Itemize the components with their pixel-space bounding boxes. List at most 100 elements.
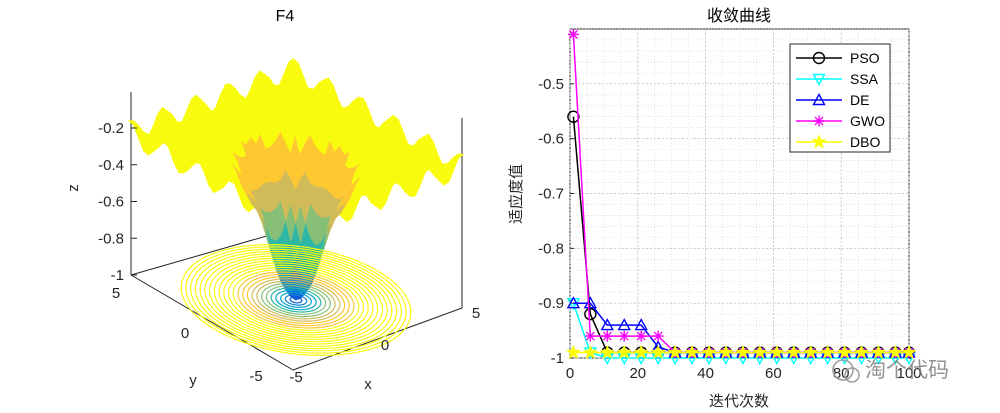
contour-ring: [284, 294, 308, 306]
y-tick-label: -0.9: [538, 295, 564, 312]
data-point: [701, 344, 717, 359]
data-point: [718, 344, 734, 359]
data-point: [584, 307, 597, 321]
data-point: [618, 330, 630, 342]
data-point: [820, 344, 836, 359]
contour-ring: [289, 296, 303, 304]
y-tick-label: -0.6: [538, 131, 564, 148]
data-point: [599, 344, 615, 359]
data-point: [870, 344, 887, 359]
legend-marker: [812, 73, 826, 86]
contour-ring: [204, 255, 388, 345]
legend-label: PSO: [850, 50, 880, 66]
data-point: [582, 344, 598, 359]
surface-patch: [288, 58, 299, 68]
data-point: [735, 344, 751, 359]
contour-ring: [227, 266, 365, 334]
series-dbo: [565, 344, 917, 359]
data-point: [583, 296, 598, 309]
contour-ring: [242, 273, 350, 327]
series: [565, 28, 917, 365]
z-tick-label: -0.4: [98, 157, 124, 174]
convergence-plot: 收敛曲线 -1-0.9-0.8-0.7-0.6-0.50 20 40 60 80 100 …: [507, 6, 922, 410]
data-point: [854, 344, 870, 359]
contour-ring: [279, 292, 313, 308]
legend-item: DBO: [796, 134, 880, 150]
x-tick-label: 0: [566, 365, 574, 382]
z-ticks: -1 -0.8 -0.6 -0.4 -0.2: [98, 120, 137, 284]
contour-rings: [180, 243, 412, 357]
data-point: [837, 344, 853, 359]
x-axis-line: [130, 274, 294, 371]
z-tick-label: -0.8: [98, 230, 124, 247]
data-point: [567, 28, 579, 40]
data-point: [752, 344, 768, 359]
legend-item: DE: [796, 92, 869, 108]
axis-ticks: -1-0.9-0.8-0.7-0.6-0.50 20 40 60 80 100: [538, 76, 921, 382]
contour-ring: [180, 243, 412, 357]
contour-ring: [223, 264, 369, 336]
data-point: [769, 344, 785, 359]
data-point: [565, 344, 581, 359]
x-tick-label: 20: [629, 365, 646, 382]
y-tick-label: -5: [249, 368, 262, 385]
data-point: [650, 344, 666, 359]
legend-item: SSA: [796, 71, 879, 87]
x-tick-label: 5: [472, 305, 480, 322]
legend-marker: [813, 115, 825, 127]
contour-ring: [232, 269, 360, 331]
data-point: [616, 344, 632, 359]
legend-marker: [812, 93, 826, 106]
data-point: [567, 110, 580, 123]
legend-box: [789, 43, 891, 153]
legend: PSO SSA DE GWO DBO: [789, 43, 891, 153]
legend-marker: [811, 134, 827, 149]
data-point: [901, 344, 917, 359]
data-point: [634, 318, 648, 331]
data-point: [803, 344, 819, 359]
contour-ring: [218, 262, 374, 338]
contour-ring: [237, 271, 355, 329]
data-point: [887, 344, 903, 359]
data-point: [584, 330, 596, 342]
data-point: [566, 296, 581, 309]
contour-ring: [208, 257, 384, 343]
contour-ring: [265, 285, 327, 315]
back-axis-line: [130, 234, 271, 276]
contour-ring: [251, 278, 341, 322]
wechat-icon: [832, 359, 854, 381]
legend-label: SSA: [850, 71, 879, 87]
y-tick-label: -1: [551, 350, 564, 367]
data-point: [617, 318, 631, 331]
axes-box: [130, 92, 463, 371]
x-tick-label: 0: [381, 337, 389, 354]
surface-title: F4: [276, 8, 295, 25]
legend-marker: [812, 51, 826, 65]
legend-item: GWO: [796, 113, 885, 129]
data-point: [635, 330, 647, 342]
contour-ring: [275, 289, 317, 311]
contour-ring: [199, 253, 393, 347]
x-tick-label: 100: [896, 365, 921, 382]
x-tick-label: 40: [697, 365, 714, 382]
legend-label: DE: [850, 92, 869, 108]
legend-label: GWO: [850, 113, 885, 129]
y-tick-label: 5: [112, 285, 120, 302]
legend-label: DBO: [850, 134, 880, 150]
z-axis-label: z: [65, 184, 82, 192]
x-tick-label: 60: [765, 365, 782, 382]
watermark: 淘个代码: [832, 358, 949, 383]
z-tick-label: -1: [111, 267, 124, 284]
y-axis-label: y: [189, 372, 197, 389]
data-point: [667, 344, 683, 359]
x-axis-label: x: [364, 376, 372, 393]
data-point: [601, 330, 613, 342]
y-axis-line: [292, 307, 463, 371]
data-point: [652, 330, 664, 342]
z-tick-label: -0.2: [98, 120, 124, 137]
contour-ring: [194, 250, 398, 350]
contour-ring: [189, 248, 403, 352]
contour-ring: [213, 259, 379, 341]
z-tick-label: -0.6: [98, 194, 124, 211]
